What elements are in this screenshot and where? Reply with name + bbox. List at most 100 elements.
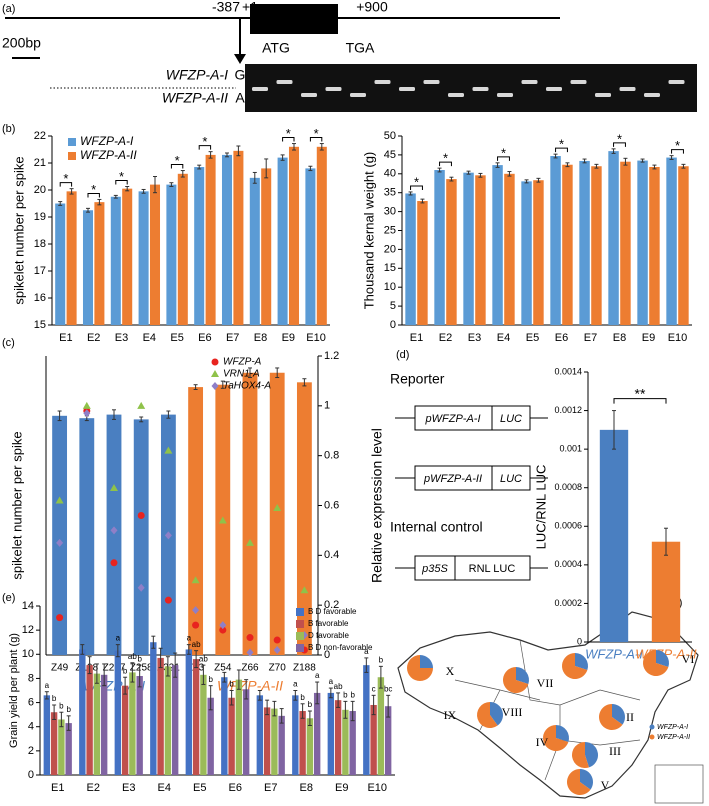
error-bar [364, 657, 369, 673]
gel-band [423, 80, 440, 84]
significance-letter: b [66, 705, 71, 714]
error-bar [137, 664, 142, 688]
x-tick-label: Z49 [51, 663, 69, 674]
error-bar [125, 185, 130, 192]
y-tick-label: 21 [34, 157, 46, 169]
y-tick-label: 2 [28, 745, 34, 757]
error-bar [611, 148, 616, 154]
significance-letter: ab [128, 652, 137, 661]
x-tick-label: E9 [642, 332, 655, 344]
error-bar [59, 711, 64, 728]
bar [591, 166, 602, 325]
promoter: pWFZP-A-II [423, 473, 482, 485]
error-bar [507, 171, 512, 177]
error-bar [275, 367, 280, 379]
region-label: III [609, 744, 621, 758]
bar [221, 154, 233, 325]
x-tick-label: E10 [306, 332, 326, 344]
error-bar [293, 690, 298, 701]
significance-letter: b [59, 701, 64, 710]
pie-wedge [599, 704, 623, 730]
bar [334, 700, 342, 775]
bar [242, 372, 258, 655]
error-bar [44, 691, 49, 700]
error-bar [272, 700, 277, 717]
error-bar [612, 410, 616, 450]
bar [384, 706, 392, 775]
bar [43, 695, 51, 775]
error-bar [300, 703, 305, 719]
error-bar [66, 715, 71, 731]
bar [562, 164, 573, 325]
error-bar [208, 151, 213, 159]
bar [316, 146, 327, 325]
error-bar [152, 176, 157, 194]
gel-band [448, 93, 464, 97]
significance-bracket [497, 156, 510, 161]
legend-label: WFZP-A [223, 357, 262, 368]
bar [93, 673, 101, 775]
marker [55, 496, 64, 504]
bar [533, 180, 544, 325]
y-axis-label: Grain yield per plant (g) [8, 633, 20, 748]
error-bar [94, 663, 99, 684]
legend-swatch [296, 608, 304, 616]
y-tick-label: 12 [22, 624, 34, 636]
pie-wedge [476, 702, 498, 729]
error-bar [449, 176, 454, 182]
error-bar [115, 644, 120, 658]
marker [137, 401, 146, 409]
bar [306, 718, 314, 775]
marker [273, 646, 281, 655]
marker [219, 621, 227, 630]
y-tick-label: 22 [34, 130, 46, 142]
error-bar [343, 700, 348, 719]
error-bar [386, 694, 391, 718]
pie-wedge [490, 702, 503, 726]
error-bar [229, 690, 234, 706]
y2-tick-label: 1 [324, 400, 330, 412]
significance-mark: * [559, 137, 564, 152]
promoter: pWFZP-A-I [425, 413, 481, 425]
legend-label: TaHOX4-A [223, 381, 271, 392]
bar [434, 170, 445, 325]
error-bar [280, 154, 285, 161]
error-bar [536, 177, 541, 183]
bar [599, 429, 629, 642]
x-tick-label: E9 [282, 332, 295, 344]
error-bar [169, 182, 174, 187]
error-bar [166, 410, 171, 419]
significance-mark: * [314, 126, 319, 141]
allele-name: WFZP-A-II [162, 90, 228, 106]
y-tick-label: 0 [577, 636, 582, 646]
error-bar [112, 409, 116, 420]
pie-wedge [656, 650, 669, 668]
significance-letter: b [308, 700, 313, 709]
pie-wedge [575, 652, 588, 671]
error-bar [173, 652, 178, 678]
legend-swatch [649, 724, 655, 730]
x-tick-label: Z217 [103, 663, 126, 674]
y-tick-label: 18 [34, 238, 46, 250]
significance-bracket [282, 137, 295, 142]
panel-label: (e) [2, 592, 15, 604]
y-tick-label: 0.001 [559, 444, 582, 454]
promoter: p35S [421, 563, 448, 575]
marker [192, 606, 200, 615]
x-tick-label: E6 [555, 332, 568, 344]
x-tick-label: Z258 [130, 663, 153, 674]
bar [550, 156, 561, 325]
panel-label: (b) [2, 123, 15, 135]
bar [129, 672, 136, 775]
bar [194, 167, 205, 325]
bar [200, 674, 207, 775]
significance-mark: * [414, 174, 419, 189]
y2-tick-label: 0.6 [324, 499, 339, 511]
significance-mark: * [91, 182, 96, 197]
error-bar [180, 170, 185, 178]
marker [164, 531, 172, 540]
legend-swatch [649, 734, 655, 740]
y-tick-label: 0 [28, 769, 34, 781]
error-bar [165, 656, 170, 677]
